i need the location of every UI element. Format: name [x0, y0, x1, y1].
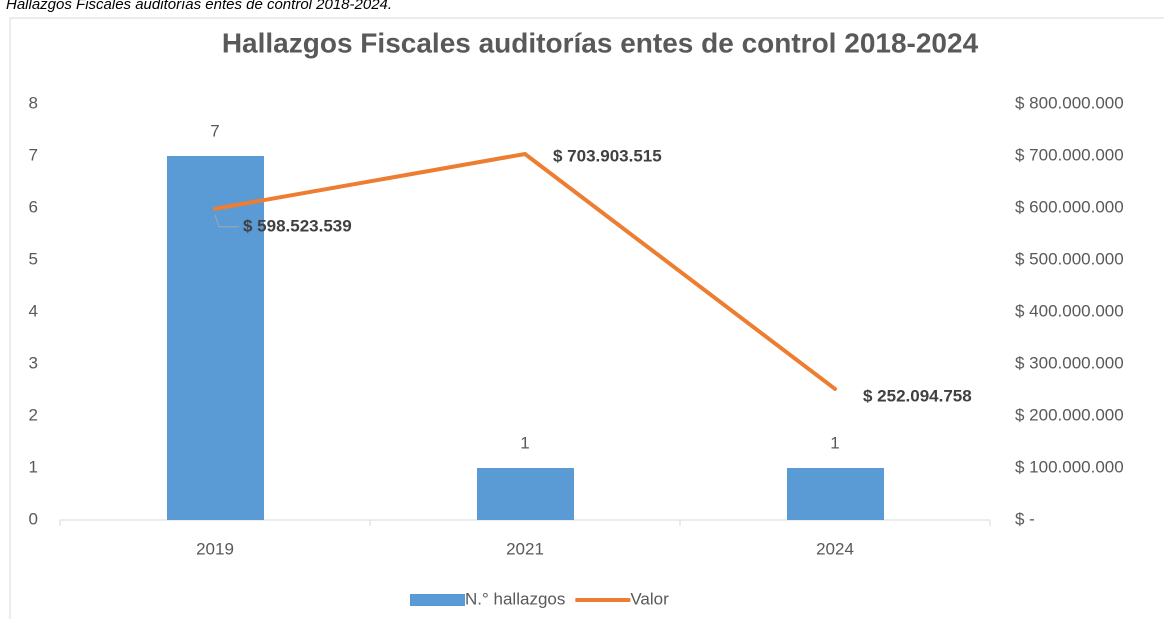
- line-value-label: $ 703.903.515: [553, 146, 662, 165]
- y2-tick-label: $ -: [1015, 509, 1035, 528]
- legend-label: Valor: [630, 589, 669, 608]
- y-tick-label: 0: [29, 509, 38, 528]
- line-value-label: $ 598.523.539: [243, 216, 352, 235]
- caption: Hallazgos Fiscales auditorías entes de c…: [6, 0, 392, 13]
- y-tick-label: 4: [29, 301, 38, 320]
- line: [213, 151, 837, 391]
- y2-tick-label: $ 300.000.000: [1015, 353, 1124, 372]
- line-value-label: $ 252.094.758: [863, 386, 972, 405]
- y2-tick-label: $ 800.000.000: [1015, 93, 1124, 112]
- bar-value-label: 7: [210, 121, 219, 140]
- y-tick-label: 1: [29, 457, 38, 476]
- x-tick-label: 2021: [506, 539, 544, 558]
- y-tick-label: 2: [29, 405, 38, 424]
- y2-tick-label: $ 700.000.000: [1015, 145, 1124, 164]
- y-tick-label: 8: [29, 93, 38, 112]
- y2-tick-label: $ 500.000.000: [1015, 249, 1124, 268]
- y2-tick-label: $ 400.000.000: [1015, 301, 1124, 320]
- y2-tick-label: $ 200.000.000: [1015, 405, 1124, 424]
- bar: [477, 468, 574, 520]
- y2-tick-label: $ 100.000.000: [1015, 457, 1124, 476]
- bar: [787, 468, 884, 520]
- chart-title: Hallazgos Fiscales auditorías entes de c…: [222, 27, 979, 58]
- legend-label: N.° hallazgos: [465, 589, 565, 608]
- x-tick-label: 2019: [196, 539, 234, 558]
- legend-swatch: [410, 594, 465, 606]
- x-tick-label: 2024: [816, 539, 854, 558]
- y-tick-label: 5: [29, 249, 38, 268]
- bar-value-label: 1: [520, 433, 529, 452]
- bar-value-label: 1: [830, 433, 839, 452]
- y-tick-label: 7: [29, 145, 38, 164]
- y-tick-label: 3: [29, 353, 38, 372]
- leader-line: [214, 214, 239, 228]
- y-tick-label: 6: [29, 197, 38, 216]
- y2-tick-label: $ 600.000.000: [1015, 197, 1124, 216]
